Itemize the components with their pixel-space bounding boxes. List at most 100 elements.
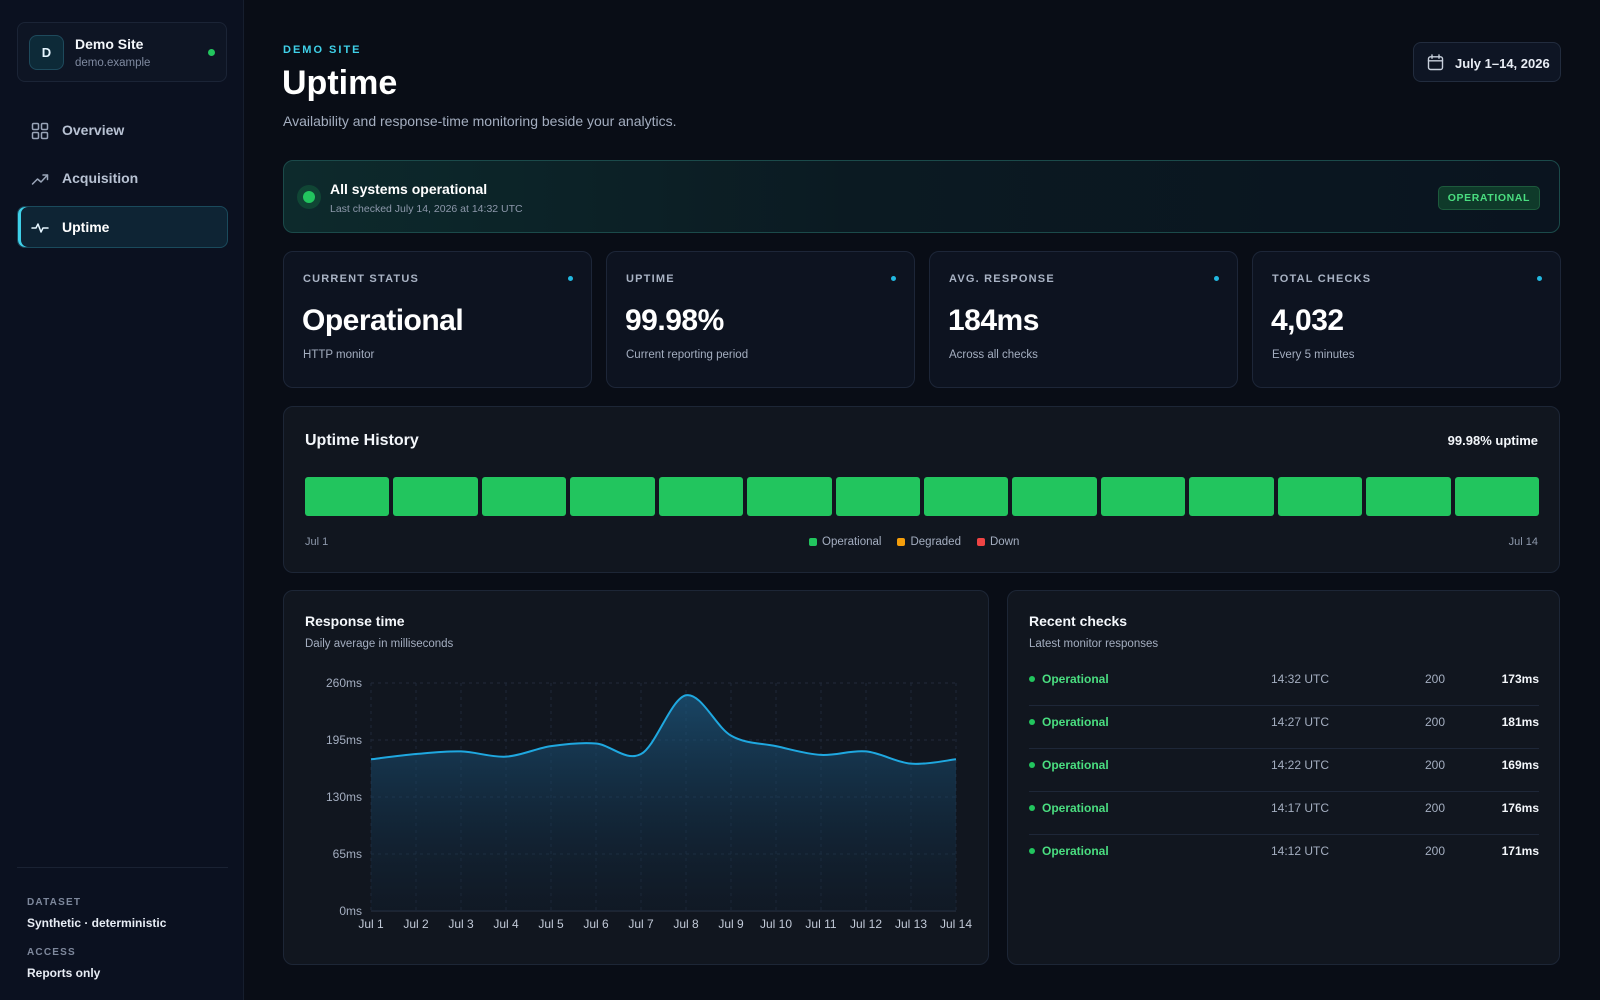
check-status: Operational [1042, 672, 1109, 686]
check-code: 200 [1425, 672, 1446, 686]
date-range-button[interactable]: July 1–14, 2026 [1413, 42, 1561, 82]
check-code: 200 [1425, 801, 1446, 815]
row-divider [1029, 705, 1539, 706]
page-title: Uptime [282, 64, 398, 102]
response-series-line [370, 694, 957, 765]
y-tick-label: 0ms [339, 904, 362, 918]
sidebar-item-label: Uptime [62, 219, 110, 235]
uptime-bars [305, 477, 1539, 516]
check-response-ms: 176ms [1501, 801, 1539, 815]
kpi-dot [1214, 276, 1219, 281]
sidebar-item-overview[interactable]: Overview [17, 109, 228, 151]
y-tick-label: 65ms [333, 847, 362, 861]
site-status-dot [208, 49, 215, 56]
legend-swatch [809, 538, 817, 546]
check-time: 14:12 UTC [1271, 844, 1330, 858]
check-code: 200 [1425, 758, 1446, 772]
check-row[interactable]: Operational 14:32 UTC 200 173ms [1029, 663, 1539, 706]
x-tick-label: Jul 7 [628, 917, 654, 931]
page-subtitle: Availability and response-time monitorin… [283, 113, 677, 129]
check-time: 14:17 UTC [1271, 801, 1330, 815]
legend-label: Degraded [910, 536, 961, 548]
check-code: 200 [1425, 715, 1446, 729]
access-value: Reports only [27, 966, 101, 980]
access-label: ACCESS [27, 947, 76, 958]
check-row[interactable]: Operational 14:12 UTC 200 171ms [1029, 835, 1539, 878]
uptime-history-summary: 99.98% uptime [1447, 433, 1538, 448]
check-response-ms: 169ms [1501, 758, 1539, 772]
x-tick-label: Jul 6 [583, 917, 609, 931]
recent-checks-title: Recent checks [1029, 613, 1128, 629]
check-row[interactable]: Operational 14:27 UTC 200 181ms [1029, 706, 1539, 749]
check-status: Operational [1042, 844, 1109, 858]
uptime-day-bar[interactable] [1454, 477, 1539, 516]
legend-degraded: Degraded [897, 536, 961, 548]
sidebar-item-label: Overview [62, 122, 125, 138]
status-banner: All systems operational Last checked Jul… [283, 160, 1560, 233]
kpi-uptime: UPTIME 99.98% Current reporting period [606, 251, 915, 388]
uptime-day-bar[interactable] [570, 477, 655, 516]
row-divider [1029, 834, 1539, 835]
site-switcher[interactable]: D Demo Site demo.example [17, 22, 227, 82]
x-tick-label: Jul 11 [805, 917, 836, 931]
kpi-dot [1537, 276, 1542, 281]
uptime-day-bar[interactable] [1100, 477, 1186, 516]
kpi-avg-response: AVG. RESPONSE 184ms Across all checks [929, 251, 1238, 388]
response-area-fill [371, 695, 956, 911]
check-row[interactable]: Operational 14:22 UTC 200 169ms [1029, 749, 1539, 792]
uptime-day-bar[interactable] [1189, 477, 1274, 516]
kpi-sub: HTTP monitor [303, 349, 375, 361]
kpi-value: 4,032 [1271, 304, 1344, 337]
uptime-day-bar[interactable] [393, 477, 478, 516]
date-range-label: July 1–14, 2026 [1455, 56, 1550, 71]
sidebar: D Demo Site demo.example Overview Acquis… [0, 0, 244, 1000]
uptime-day-bar[interactable] [305, 477, 390, 516]
x-tick-label: Jul 3 [448, 917, 474, 931]
legend-label: Down [989, 536, 1020, 548]
sidebar-item-uptime[interactable]: Uptime [17, 206, 228, 248]
x-tick-label: Jul 2 [403, 917, 429, 931]
dataset-value: Synthetic · deterministic [27, 916, 167, 930]
uptime-legend: Operational Degraded Down [809, 536, 1019, 548]
kpi-current-status: CURRENT STATUS Operational HTTP monitor [283, 251, 592, 388]
x-tick-label: Jul 4 [493, 917, 519, 931]
kpi-total-checks: TOTAL CHECKS 4,032 Every 5 minutes [1252, 251, 1561, 388]
site-avatar: D [29, 35, 64, 70]
row-divider [1029, 748, 1539, 749]
kpi-value: 99.98% [625, 304, 724, 337]
uptime-day-bar[interactable] [924, 477, 1009, 516]
x-tick-label: Jul 1 [358, 917, 384, 931]
uptime-day-bar[interactable] [1277, 477, 1363, 516]
sidebar-item-acquisition[interactable]: Acquisition [17, 157, 228, 199]
uptime-day-bar[interactable] [1366, 477, 1451, 516]
x-tick-label: Jul 5 [538, 917, 564, 931]
x-tick-label: Jul 13 [895, 917, 927, 931]
check-time: 14:32 UTC [1271, 672, 1330, 686]
status-last-checked: Last checked July 14, 2026 at 14:32 UTC [330, 203, 523, 215]
check-code: 200 [1425, 844, 1446, 858]
calendar-icon [1427, 54, 1444, 71]
legend-down: Down [976, 536, 1020, 548]
history-end-label: Jul 14 [1508, 536, 1538, 548]
kpi-label: TOTAL CHECKS [1272, 273, 1372, 285]
kpi-sub: Current reporting period [626, 349, 749, 361]
pulse-icon [31, 223, 49, 233]
check-status: Operational [1042, 758, 1109, 772]
page-eyebrow: DEMO SITE [283, 44, 362, 56]
uptime-history-card: Uptime History 99.98% uptime Jul 1 Opera… [283, 406, 1560, 573]
uptime-day-bar[interactable] [1012, 477, 1097, 516]
uptime-day-bar[interactable] [481, 477, 567, 516]
check-status: Operational [1042, 715, 1109, 729]
check-time: 14:27 UTC [1271, 715, 1330, 729]
kpi-sub: Every 5 minutes [1272, 349, 1355, 361]
sidebar-divider [17, 867, 228, 868]
uptime-day-bar[interactable] [835, 477, 920, 516]
uptime-day-bar[interactable] [658, 477, 744, 516]
uptime-day-bar[interactable] [747, 477, 832, 516]
site-domain: demo.example [75, 57, 151, 69]
kpi-dot [891, 276, 896, 281]
check-row[interactable]: Operational 14:17 UTC 200 176ms [1029, 792, 1539, 835]
check-response-ms: 173ms [1501, 672, 1539, 686]
legend-label: Operational [822, 536, 882, 548]
response-time-title: Response time [305, 613, 405, 629]
